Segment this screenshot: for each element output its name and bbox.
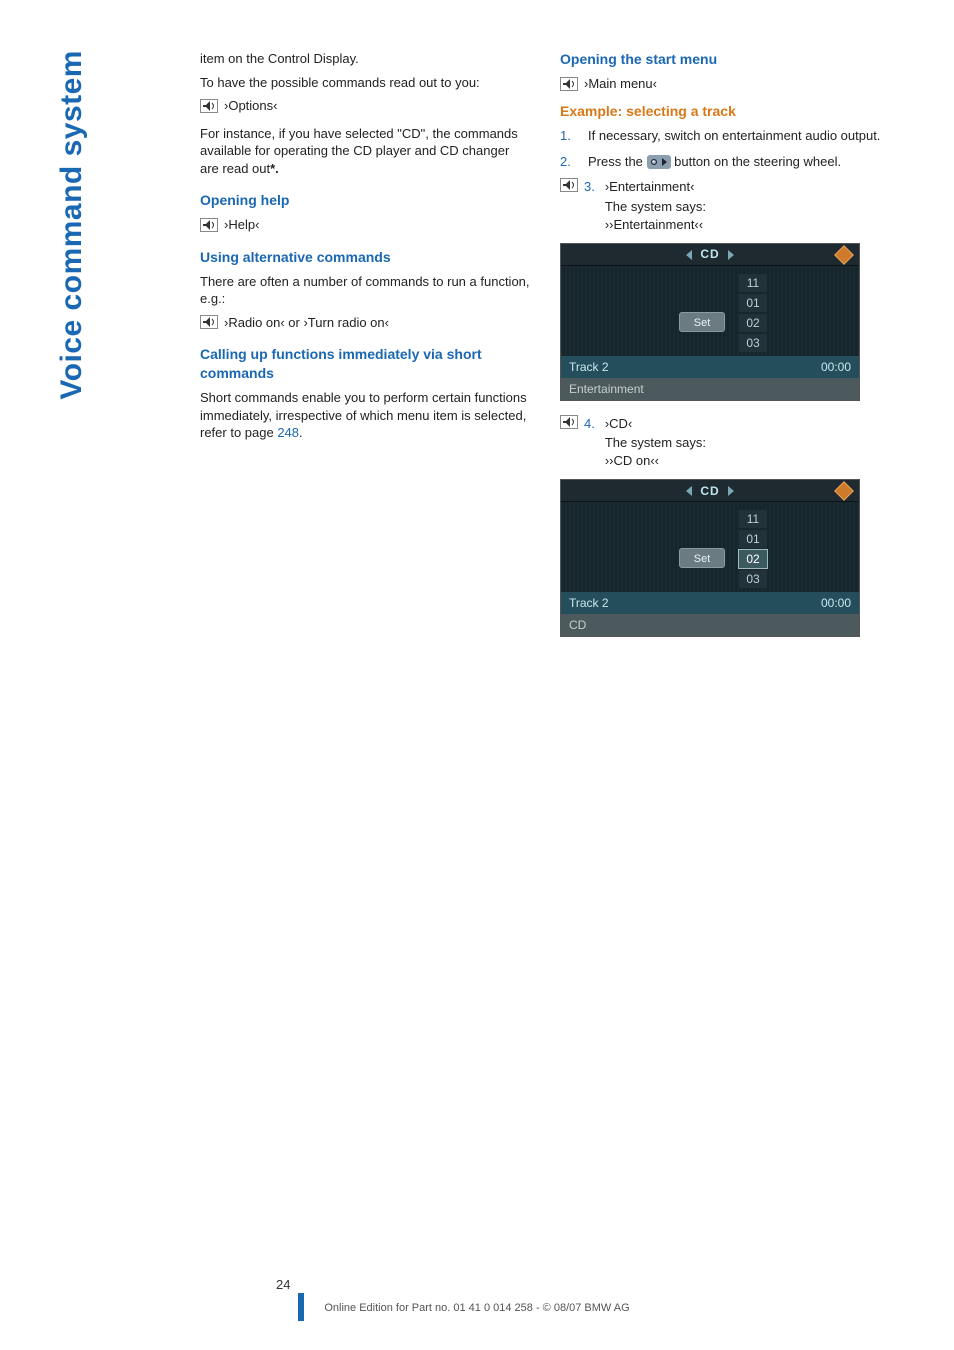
screenshot-number: 01	[739, 530, 767, 548]
screenshot-footer-label: CD	[569, 617, 586, 633]
display-screenshot-cd: CD Set 11 01 02 03 Track 2 00:0	[560, 479, 860, 637]
steering-wheel-button-icon	[647, 155, 671, 169]
heading-start-menu: Opening the start menu	[560, 50, 890, 69]
screenshot-body: Set 11 01 02 03	[561, 266, 859, 356]
body-text-span: Short commands enable you to perform cer…	[200, 390, 527, 440]
voice-icon	[200, 315, 218, 329]
system-says-value: ››Entertainment‹‹	[605, 216, 890, 234]
step-text: Press the	[588, 154, 647, 169]
voice-icon	[560, 415, 578, 429]
chevron-left-icon	[686, 250, 692, 260]
steps-list: 4. ›CD‹ The system says: ››CD on‹‹	[560, 415, 890, 470]
screenshot-footer-label: Entertainment	[569, 381, 644, 397]
voice-command-text: ›Options‹	[224, 97, 277, 115]
body-text: To have the possible commands read out t…	[200, 74, 530, 92]
page-number: 24	[276, 1277, 290, 1292]
heading-alt-commands: Using alternative commands	[200, 248, 530, 267]
voice-icon	[200, 99, 218, 113]
voice-icon	[200, 218, 218, 232]
screenshot-number: 03	[739, 570, 767, 588]
page-reference-link[interactable]: 248	[277, 425, 299, 440]
voice-command-row: ›Help‹	[200, 216, 530, 234]
footnote-marker: *.	[270, 161, 279, 176]
heading-short-commands: Calling up functions immediately via sho…	[200, 345, 530, 383]
step-number: 3.	[584, 178, 595, 196]
body-text: For instance, if you have selected "CD",…	[200, 125, 530, 178]
step-number: 4.	[584, 415, 595, 433]
body-text: Short commands enable you to perform cer…	[200, 389, 530, 442]
screenshot-header: CD	[561, 480, 859, 502]
sidebar-section-title: Voice command system	[55, 50, 89, 400]
screenshot-footer: CD	[561, 614, 859, 636]
screenshot-number: 03	[739, 334, 767, 352]
heading-example: Example: selecting a track	[560, 102, 890, 121]
voice-command-row: ›Main menu‹	[560, 75, 890, 93]
step-body: ›Entertainment‹ The system says: ››Enter…	[605, 178, 890, 233]
body-text: item on the Control Display.	[200, 50, 530, 68]
step-text: button on the steering wheel.	[671, 154, 842, 169]
screenshot-number-list: 11 01 02 03	[739, 510, 767, 588]
screenshot-set-button: Set	[679, 312, 725, 332]
voice-command-text: ›Main menu‹	[584, 75, 657, 93]
voice-command-text: ›Radio on‹ or ›Turn radio on‹	[224, 314, 389, 332]
screenshot-number: 02	[739, 314, 767, 332]
system-says-value: ››CD on‹‹	[605, 452, 890, 470]
figure-code	[560, 641, 890, 650]
body-text-span: For instance, if you have selected "CD",…	[200, 126, 518, 176]
chevron-right-icon	[728, 486, 734, 496]
step-number: 1.	[560, 127, 578, 145]
step-item: 2. Press the button on the steering whee…	[560, 153, 890, 171]
heading-opening-help: Opening help	[200, 191, 530, 210]
system-says-label: The system says:	[605, 198, 890, 216]
screenshot-number: 01	[739, 294, 767, 312]
screenshot-track-label: Track 2	[569, 595, 609, 611]
steps-list: 1. If necessary, switch on entertainment…	[560, 127, 890, 233]
screenshot-status-bar: Track 2 00:00	[561, 356, 859, 378]
voice-command-text: ›Entertainment‹	[605, 179, 695, 194]
step-body: ›CD‹ The system says: ››CD on‹‹	[605, 415, 890, 470]
diamond-icon	[834, 481, 854, 501]
body-text-span: .	[299, 425, 303, 440]
step-number: 2.	[560, 153, 578, 171]
right-column: Opening the start menu ›Main menu‹ Examp…	[560, 50, 890, 651]
screenshot-header: CD	[561, 244, 859, 266]
screenshot-track-label: Track 2	[569, 359, 609, 375]
page-footer: Online Edition for Part no. 01 41 0 014 …	[0, 1302, 954, 1314]
step-body: If necessary, switch on entertainment au…	[588, 127, 890, 145]
screenshot-number-selected: 02	[739, 550, 767, 568]
voice-command-text: ›CD‹	[605, 416, 632, 431]
figure-code	[560, 405, 890, 414]
voice-icon	[560, 77, 578, 91]
left-column: item on the Control Display. To have the…	[200, 50, 530, 651]
screenshot-number: 11	[739, 274, 767, 292]
screenshot-cd-label: CD	[700, 246, 719, 262]
body-text: There are often a number of commands to …	[200, 273, 530, 308]
screenshot-time-label: 00:00	[821, 595, 851, 611]
step-item: 4. ›CD‹ The system says: ››CD on‹‹	[560, 415, 890, 470]
screenshot-cd-label: CD	[700, 483, 719, 499]
screenshot-time-label: 00:00	[821, 359, 851, 375]
display-screenshot-entertainment: CD Set 11 01 02 03 Track 2 00:0	[560, 243, 860, 401]
voice-icon	[560, 178, 578, 192]
step-item: 3. ›Entertainment‹ The system says: ››En…	[560, 178, 890, 233]
voice-command-row: ›Radio on‹ or ›Turn radio on‹	[200, 314, 530, 332]
voice-command-row: ›Options‹	[200, 97, 530, 115]
screenshot-number-list: 11 01 02 03	[739, 274, 767, 352]
screenshot-number: 11	[739, 510, 767, 528]
step-body: Press the button on the steering wheel.	[588, 153, 890, 171]
screenshot-body: Set 11 01 02 03	[561, 502, 859, 592]
step-item: 1. If necessary, switch on entertainment…	[560, 127, 890, 145]
diamond-icon	[834, 245, 854, 265]
voice-command-text: ›Help‹	[224, 216, 259, 234]
system-says-label: The system says:	[605, 434, 890, 452]
screenshot-set-button: Set	[679, 548, 725, 568]
screenshot-status-bar: Track 2 00:00	[561, 592, 859, 614]
chevron-right-icon	[728, 250, 734, 260]
chevron-left-icon	[686, 486, 692, 496]
screenshot-footer: Entertainment	[561, 378, 859, 400]
